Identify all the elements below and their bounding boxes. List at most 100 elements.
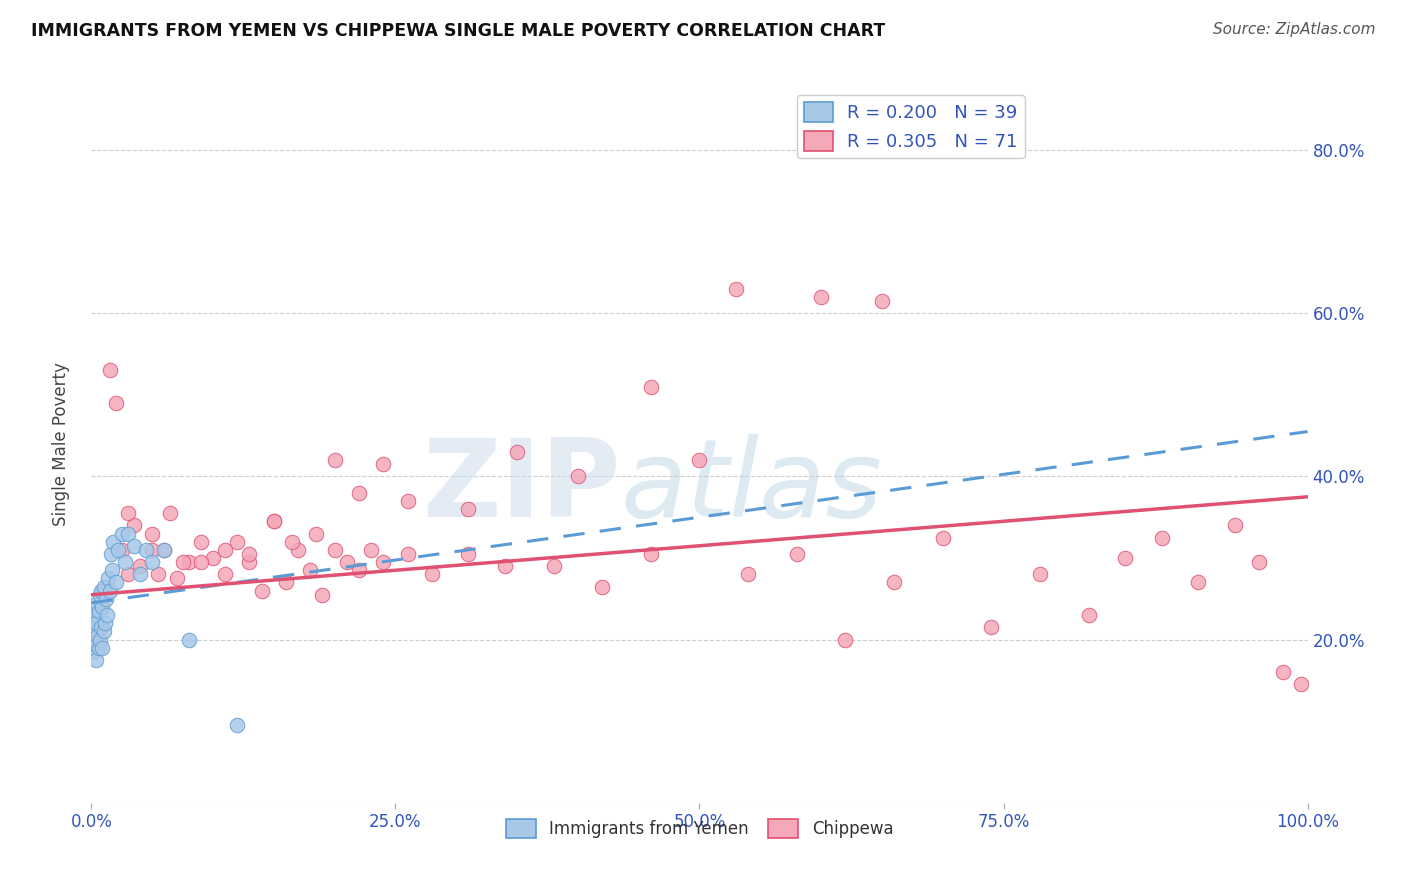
Point (87, 640, 110, 655)
Point (98, 363, 121, 377)
Point (93, 624, 115, 639)
Point (141, 542, 163, 557)
Point (190, 555, 212, 569)
Point (311, 588, 333, 602)
Point (1272, 665, 1295, 680)
Point (1291, 677, 1313, 691)
Point (238, 555, 260, 569)
Point (274, 575, 297, 590)
Point (810, 290, 832, 304)
Point (94, 591, 117, 606)
Point (640, 379, 662, 393)
Point (190, 534, 212, 549)
Point (1077, 608, 1099, 623)
Point (305, 526, 328, 541)
Point (122, 539, 145, 553)
Point (281, 534, 304, 549)
Text: atlas: atlas (620, 434, 883, 540)
Y-axis label: Single Male Poverty: Single Male Poverty (52, 362, 70, 525)
Point (111, 526, 134, 541)
Point (591, 580, 613, 594)
Point (172, 555, 194, 569)
Point (202, 551, 225, 566)
Point (91, 640, 114, 655)
Point (114, 555, 136, 569)
Point (83, 612, 105, 626)
Point (97, 571, 120, 585)
Point (737, 567, 759, 582)
Point (94, 616, 117, 631)
Point (101, 563, 124, 577)
Point (84, 653, 107, 667)
Point (931, 531, 953, 545)
Point (688, 453, 710, 467)
Point (129, 559, 152, 574)
Point (153, 542, 176, 557)
Point (214, 542, 236, 557)
Point (457, 547, 479, 561)
Point (299, 563, 322, 577)
Point (89, 588, 111, 602)
Point (104, 575, 127, 590)
Point (84, 637, 107, 651)
Point (117, 567, 139, 582)
Point (457, 502, 479, 516)
Point (870, 293, 893, 308)
Text: ZIP: ZIP (422, 434, 620, 540)
Point (883, 575, 905, 590)
Point (238, 547, 260, 561)
Point (543, 559, 565, 574)
Point (373, 457, 395, 471)
Point (87, 604, 110, 618)
Point (93, 580, 115, 594)
Point (83, 645, 105, 659)
Point (347, 563, 370, 577)
Point (166, 571, 188, 585)
Point (287, 542, 309, 557)
Text: IMMIGRANTS FROM YEMEN VS CHIPPEWA SINGLE MALE POVERTY CORRELATION CHART: IMMIGRANTS FROM YEMEN VS CHIPPEWA SINGLE… (31, 22, 886, 40)
Point (103, 534, 125, 549)
Point (494, 559, 516, 574)
Point (141, 555, 163, 569)
Point (250, 583, 273, 598)
Point (122, 518, 145, 533)
Point (226, 534, 249, 549)
Point (98, 583, 121, 598)
Point (135, 542, 157, 557)
Point (86, 596, 108, 610)
Point (263, 514, 285, 528)
Point (263, 514, 285, 528)
Point (100, 547, 122, 561)
Point (1150, 531, 1173, 545)
Point (640, 547, 662, 561)
Point (89, 632, 111, 647)
Point (347, 485, 370, 500)
Point (214, 567, 236, 582)
Point (148, 567, 170, 582)
Point (724, 282, 747, 296)
Point (834, 632, 856, 647)
Point (323, 542, 346, 557)
Point (567, 469, 589, 483)
Point (117, 506, 139, 520)
Point (117, 526, 139, 541)
Point (141, 526, 163, 541)
Point (84, 616, 107, 631)
Point (111, 542, 134, 557)
Point (84, 608, 107, 623)
Point (153, 542, 176, 557)
Point (90, 583, 112, 598)
Point (1029, 567, 1052, 582)
Legend: Immigrants from Yemen, Chippewa: Immigrants from Yemen, Chippewa (499, 813, 900, 845)
Point (177, 555, 200, 569)
Point (360, 542, 382, 557)
Point (96, 608, 118, 623)
Point (323, 453, 346, 467)
Point (107, 542, 129, 557)
Point (1187, 575, 1209, 590)
Point (980, 620, 1002, 634)
Point (82, 624, 104, 639)
Point (373, 555, 395, 569)
Point (1114, 551, 1136, 566)
Point (336, 555, 359, 569)
